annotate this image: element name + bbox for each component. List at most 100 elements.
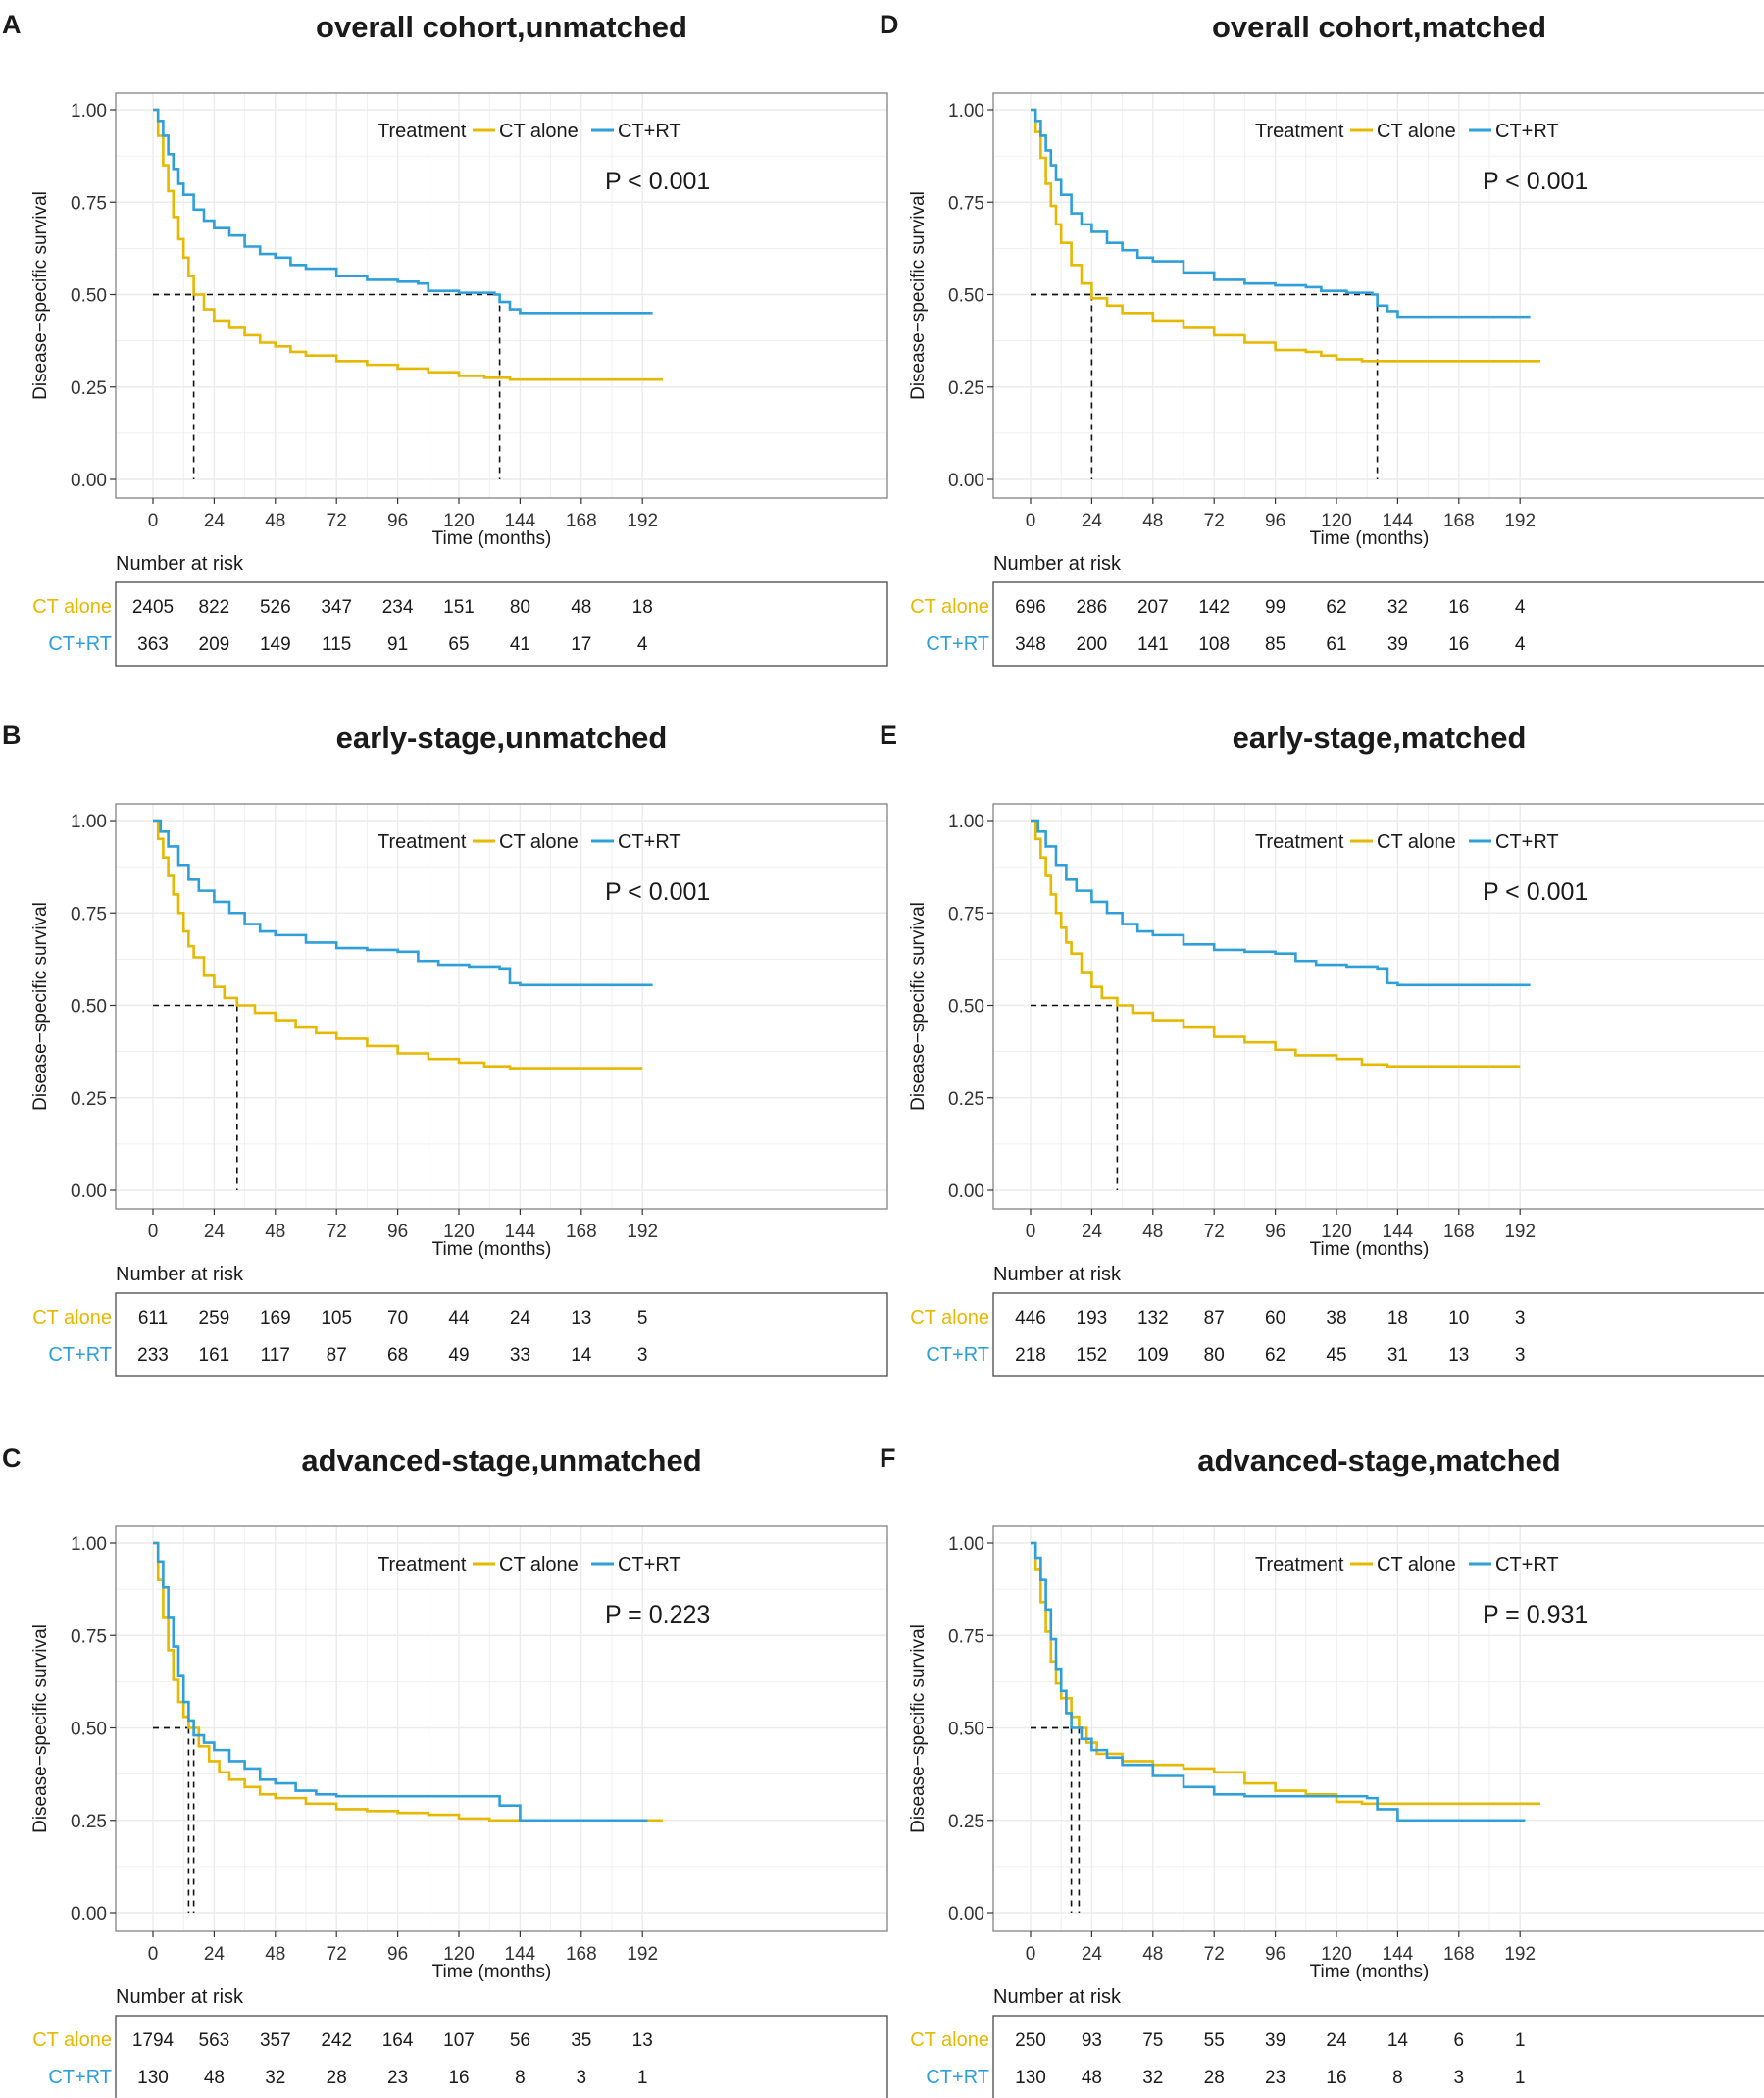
risk-value-ct-alone: 56	[510, 2030, 530, 2051]
y-tick-label: 0.25	[948, 1089, 984, 1110]
x-tick-label: 168	[566, 1222, 597, 1242]
legend-label-ct-alone: CT alone	[1377, 831, 1456, 853]
risk-value-ct-rt: 28	[1204, 2068, 1225, 2088]
risk-value-ct-alone: 48	[571, 597, 591, 618]
x-tick-label: 144	[1383, 511, 1414, 531]
panel-title: advanced-stage,matched	[1197, 1443, 1560, 1477]
risk-value-ct-rt: 348	[1015, 634, 1046, 655]
risk-value-ct-alone: 2405	[132, 597, 174, 618]
x-tick-label: 96	[1265, 511, 1285, 531]
x-tick-label: 72	[327, 1222, 347, 1242]
x-tick-label: 48	[265, 1222, 285, 1242]
x-tick-label: 168	[1443, 511, 1475, 531]
y-tick-label: 0.75	[948, 193, 984, 214]
panel-title: advanced-stage,unmatched	[301, 1443, 701, 1477]
risk-value-ct-alone: 60	[1265, 1308, 1285, 1328]
risk-value-ct-alone: 822	[199, 597, 230, 618]
x-tick-label: 192	[1504, 1222, 1536, 1242]
x-tick-label: 144	[505, 1944, 536, 1965]
x-tick-label: 144	[1383, 1944, 1414, 1965]
survival-curve-ct-alone	[1031, 108, 1540, 363]
panel-letter: F	[880, 1443, 896, 1473]
survival-curve-ct-alone	[1031, 819, 1521, 1068]
x-tick-label: 120	[1321, 511, 1352, 531]
x-tick-label: 168	[566, 1944, 597, 1965]
risk-value-ct-rt: 8	[515, 2068, 526, 2088]
grid	[993, 804, 1764, 1209]
risk-row-label-ct-alone: CT alone	[32, 1307, 112, 1328]
risk-value-ct-rt: 115	[322, 634, 351, 655]
survival-curve-ct-rt	[1031, 108, 1531, 319]
risk-value-ct-rt: 3	[637, 1345, 648, 1366]
p-value: P = 0.223	[605, 1601, 710, 1628]
y-tick-label: 0.00	[71, 1904, 107, 1924]
x-tick-label: 48	[1142, 511, 1163, 531]
survival-curve-ct-rt	[1031, 1541, 1526, 1823]
x-tick-label: 0	[148, 1222, 159, 1242]
x-tick-label: 168	[1443, 1222, 1475, 1242]
legend-label-ct-rt: CT+RT	[1495, 121, 1559, 142]
risk-value-ct-alone: 14	[1387, 2030, 1409, 2051]
risk-value-ct-rt: 32	[265, 2068, 285, 2088]
risk-value-ct-rt: 141	[1137, 634, 1169, 655]
y-axis-label: Disease−specific survival	[30, 191, 51, 400]
risk-value-ct-alone: 142	[1198, 597, 1230, 618]
legend-title: Treatment	[378, 1554, 467, 1575]
risk-value-ct-rt: 152	[1077, 1345, 1108, 1366]
risk-value-ct-alone: 696	[1015, 597, 1046, 618]
x-tick-label: 72	[327, 1944, 347, 1965]
risk-value-ct-alone: 13	[571, 1308, 591, 1328]
legend: Treatment CT alone CT+RT	[1255, 121, 1559, 142]
x-tick-label: 96	[387, 1944, 408, 1965]
survival-curve-ct-rt	[153, 1541, 648, 1823]
p-value: P < 0.001	[605, 168, 710, 195]
risk-value-ct-alone: 35	[571, 2030, 591, 2051]
survival-curve-ct-rt	[1031, 819, 1531, 987]
risk-row-label-ct-alone: CT alone	[910, 596, 989, 618]
x-tick-label: 72	[1204, 1222, 1225, 1242]
x-tick-label: 192	[627, 1222, 658, 1242]
risk-value-ct-alone: 75	[1142, 2030, 1163, 2051]
grid	[116, 93, 887, 498]
legend-label-ct-rt: CT+RT	[618, 121, 681, 142]
risk-table-title: Number at risk	[116, 1264, 244, 1285]
legend-label-ct-alone: CT alone	[499, 831, 579, 853]
x-tick-label: 24	[204, 1944, 226, 1965]
risk-value-ct-alone: 132	[1137, 1308, 1169, 1328]
risk-value-ct-rt: 363	[137, 634, 169, 655]
grid	[993, 1526, 1764, 1931]
y-tick-label: 1.00	[71, 1534, 107, 1555]
y-axis-label: Disease−specific survival	[30, 1624, 51, 1833]
risk-value-ct-rt: 117	[261, 1345, 290, 1366]
y-tick-label: 1.00	[948, 812, 984, 832]
x-tick-label: 120	[443, 1944, 475, 1965]
x-tick-label: 48	[265, 511, 285, 531]
legend-label-ct-alone: CT alone	[499, 1554, 579, 1575]
risk-value-ct-alone: 347	[321, 597, 352, 618]
legend-label-ct-alone: CT alone	[499, 121, 579, 142]
x-axis-label: Time (months)	[1310, 1962, 1430, 1982]
risk-value-ct-alone: 3	[1515, 1308, 1526, 1328]
risk-row-label-ct-alone: CT alone	[32, 596, 112, 618]
risk-value-ct-alone: 93	[1082, 2030, 1102, 2051]
x-tick-label: 192	[627, 511, 658, 531]
panel-title: early-stage,unmatched	[336, 721, 668, 755]
risk-table-title: Number at risk	[116, 1986, 244, 2008]
risk-value-ct-rt: 48	[204, 2068, 225, 2088]
risk-value-ct-rt: 4	[637, 634, 648, 655]
risk-value-ct-alone: 44	[448, 1308, 470, 1328]
x-tick-label: 24	[1082, 1944, 1103, 1965]
y-tick-label: 0.00	[948, 1904, 984, 1924]
risk-value-ct-alone: 234	[382, 597, 414, 618]
y-tick-label: 0.50	[948, 997, 984, 1018]
plot-frame	[992, 803, 1764, 1210]
x-axis-label: Time (months)	[432, 1962, 552, 1982]
y-axis-label: Disease−specific survival	[908, 1624, 929, 1833]
risk-row-label-ct-alone: CT alone	[32, 2029, 112, 2051]
x-tick-label: 96	[387, 511, 408, 531]
risk-value-ct-alone: 105	[321, 1308, 352, 1328]
risk-value-ct-rt: 16	[1448, 634, 1469, 655]
x-tick-label: 24	[1082, 1222, 1103, 1242]
risk-value-ct-alone: 70	[387, 1308, 408, 1328]
legend: Treatment CT alone CT+RT	[378, 831, 681, 853]
